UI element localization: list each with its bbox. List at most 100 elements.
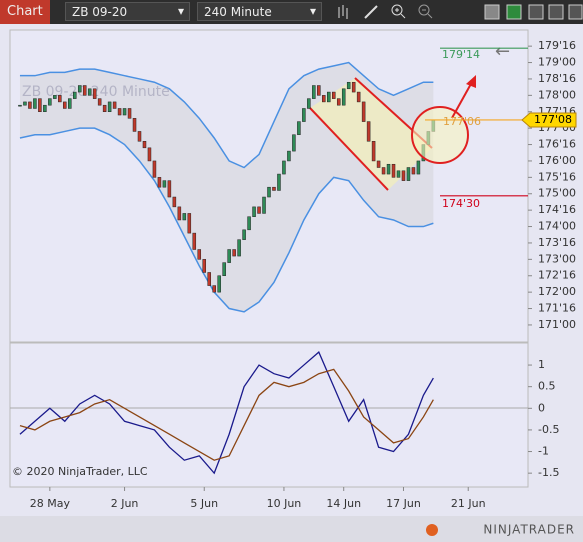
channel-line bbox=[309, 107, 389, 191]
candle bbox=[341, 88, 346, 106]
color-icon[interactable] bbox=[484, 4, 500, 20]
toolbar: Chart ZB 09-20 ▾ 240 Minute ▾ bbox=[0, 0, 583, 24]
x-tick-label: 28 May bbox=[30, 497, 71, 510]
y-tick-label: 173'00 bbox=[538, 252, 576, 265]
candle bbox=[292, 134, 296, 152]
osc-y-tick-label: 1 bbox=[538, 358, 545, 371]
candle bbox=[386, 163, 391, 175]
x-tick-label: 10 Jun bbox=[267, 497, 302, 510]
candle bbox=[252, 206, 256, 217]
y-tick-label: 171'16 bbox=[538, 302, 576, 315]
candle bbox=[297, 121, 301, 135]
candle bbox=[147, 147, 152, 162]
candle bbox=[212, 285, 216, 293]
candle bbox=[63, 101, 67, 109]
arrow-head bbox=[466, 75, 476, 88]
candle bbox=[18, 104, 22, 107]
candle bbox=[197, 249, 202, 260]
candle bbox=[132, 118, 137, 132]
interval-dropdown[interactable]: 240 Minute ▾ bbox=[197, 2, 322, 21]
osc-y-tick-label: -1.5 bbox=[538, 466, 559, 479]
candle bbox=[187, 213, 192, 234]
logo-mark bbox=[426, 524, 438, 536]
oscillator-panel bbox=[9, 342, 529, 488]
candle bbox=[401, 170, 406, 181]
color-icon[interactable] bbox=[506, 4, 522, 20]
candle bbox=[112, 101, 117, 109]
channel-fill bbox=[310, 78, 432, 190]
candle bbox=[172, 196, 177, 208]
candle bbox=[142, 141, 147, 149]
candle bbox=[396, 170, 401, 178]
candle bbox=[227, 249, 231, 263]
y-tick-label: 172'16 bbox=[538, 269, 576, 282]
candle bbox=[247, 216, 251, 231]
x-tick-label: 17 Jun bbox=[386, 497, 421, 510]
highlight-circle bbox=[411, 106, 469, 164]
bars-icon[interactable] bbox=[338, 5, 348, 19]
candle bbox=[317, 85, 321, 96]
chart-tab[interactable]: Chart bbox=[0, 0, 50, 24]
marker-label: 177'06 bbox=[443, 115, 481, 128]
candle bbox=[327, 91, 331, 103]
candle bbox=[48, 98, 52, 106]
candle bbox=[192, 232, 197, 250]
candle bbox=[287, 150, 291, 162]
candle bbox=[242, 229, 246, 240]
candle bbox=[92, 88, 97, 99]
candle bbox=[346, 81, 351, 90]
candle bbox=[302, 108, 306, 122]
y-tick-label: 175'00 bbox=[538, 187, 576, 200]
candle bbox=[217, 275, 221, 293]
candle bbox=[312, 85, 316, 99]
y-tick-label: 179'16 bbox=[538, 39, 576, 52]
price-flag bbox=[521, 112, 577, 128]
zoom-in-icon[interactable] bbox=[391, 4, 406, 19]
candle bbox=[82, 85, 87, 96]
candle bbox=[107, 101, 112, 112]
instrument-dropdown[interactable]: ZB 09-20 ▾ bbox=[65, 2, 190, 21]
draw-icon[interactable] bbox=[364, 5, 378, 19]
minimize[interactable] bbox=[528, 4, 544, 20]
candle bbox=[23, 101, 27, 106]
candle bbox=[232, 249, 236, 257]
candle bbox=[68, 98, 72, 109]
interval: 240 Minute bbox=[204, 5, 272, 19]
level-label: 174'30 bbox=[442, 197, 480, 210]
zoom-out-icon[interactable] bbox=[418, 4, 433, 19]
chart: ZB 09-20 240 Minute ← © 2020 NinjaTrader… bbox=[0, 24, 583, 542]
candle bbox=[257, 206, 261, 214]
tab-title: Chart bbox=[7, 4, 43, 19]
maximize[interactable] bbox=[548, 4, 564, 20]
candle bbox=[361, 101, 366, 122]
level-label: 179'14 bbox=[442, 48, 480, 61]
osc-y-tick-label: -1 bbox=[538, 445, 549, 458]
toolbar-icons bbox=[338, 4, 583, 20]
y-tick-label: 179'00 bbox=[538, 56, 576, 69]
candle bbox=[28, 101, 32, 109]
candle bbox=[202, 259, 206, 273]
candle bbox=[322, 95, 326, 103]
candle bbox=[87, 88, 92, 96]
candle bbox=[376, 160, 381, 168]
candle bbox=[97, 98, 102, 106]
candle bbox=[177, 206, 182, 221]
candle bbox=[411, 167, 416, 175]
x-tick-label: 2 Jun bbox=[111, 497, 139, 510]
candle bbox=[332, 91, 336, 99]
candle bbox=[77, 85, 82, 93]
y-tick-label: 178'16 bbox=[538, 72, 576, 85]
candle bbox=[182, 213, 187, 221]
close[interactable] bbox=[568, 4, 583, 20]
candle bbox=[43, 104, 47, 112]
candle bbox=[381, 167, 386, 175]
x-tick-label: 21 Jun bbox=[451, 497, 486, 510]
candle bbox=[102, 104, 107, 112]
candle bbox=[157, 177, 162, 188]
y-tick-label: 178'00 bbox=[538, 88, 576, 101]
osc-y-tick-label: 0.5 bbox=[538, 380, 556, 393]
candle bbox=[207, 272, 211, 286]
candle bbox=[162, 180, 167, 188]
osc-y-tick-label: 0 bbox=[538, 401, 545, 414]
